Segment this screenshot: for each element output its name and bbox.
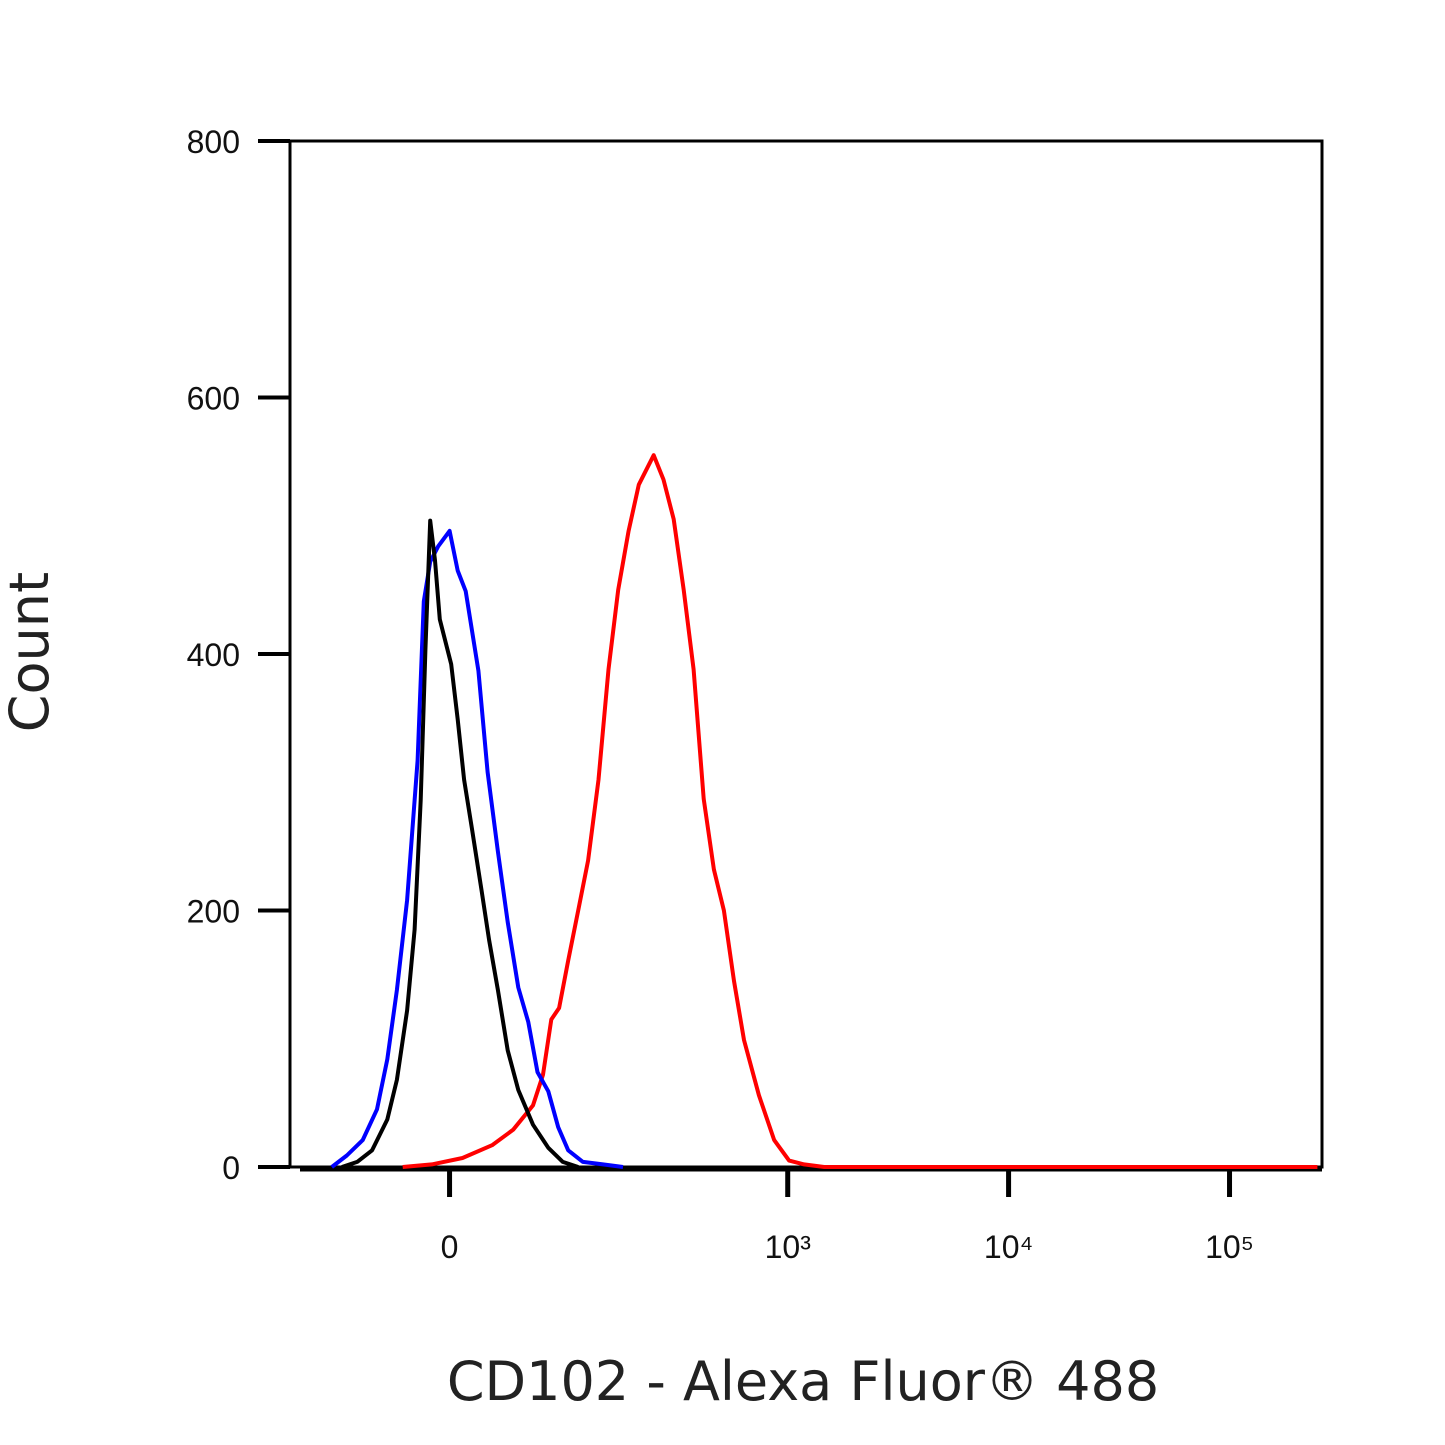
x-tick-label: 0 xyxy=(441,1229,459,1265)
histogram-line xyxy=(341,518,579,1169)
x-axis-label: CD102 - Alexa Fluor® 488 xyxy=(447,1350,1159,1413)
y-tick-label: 200 xyxy=(187,894,240,930)
x-tick-label: 10⁵ xyxy=(1205,1229,1254,1265)
y-tick-label: 0 xyxy=(222,1150,240,1186)
x-tick-label: 10⁴ xyxy=(984,1229,1033,1265)
y-tick-label: 600 xyxy=(187,381,240,417)
histogram-line xyxy=(402,453,1318,1169)
x-tick-label: 10³ xyxy=(765,1229,812,1265)
y-axis-label: Count xyxy=(0,572,61,732)
y-tick-label: 400 xyxy=(187,637,240,673)
histogram-line xyxy=(330,528,624,1169)
y-tick-label: 800 xyxy=(187,124,240,160)
